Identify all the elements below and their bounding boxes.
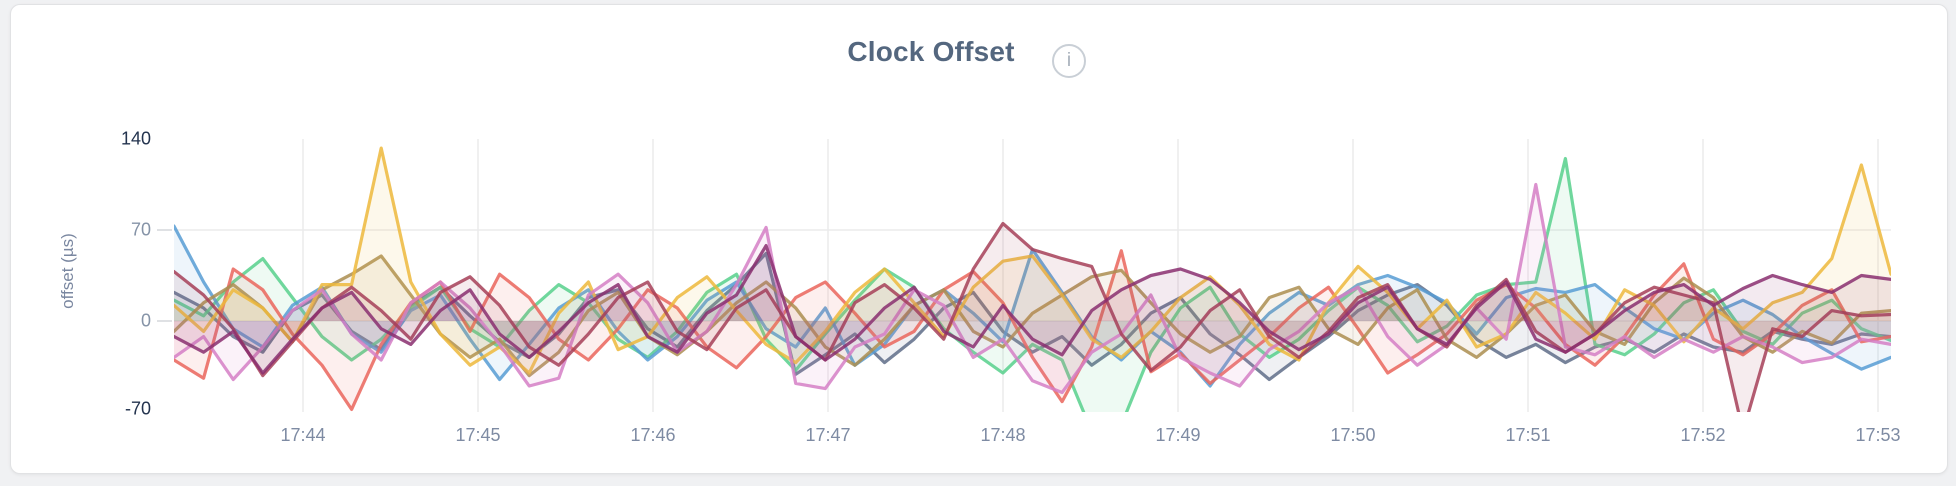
info-icon-glyph: i: [1066, 50, 1072, 71]
x-tick-label: 17:46: [630, 425, 676, 445]
series-line-khaki: [174, 254, 1891, 378]
x-tick-label: 17:44: [280, 425, 326, 445]
series-area-orchid: [174, 184, 1891, 393]
series-line-coral: [174, 249, 1891, 411]
series-line-purple: [174, 244, 1891, 375]
x-tick-label: 17:53: [1855, 425, 1901, 445]
clock-offset-card: Clock Offset i offset (µs) 140 70 0 -70 17:…: [10, 4, 1948, 474]
x-tick-label: 17:45: [455, 425, 501, 445]
y-tick-label: -70: [124, 398, 151, 419]
x-tick-label: 17:51: [1505, 425, 1551, 445]
series-line-orchid: [174, 182, 1891, 395]
info-icon[interactable]: i: [1052, 44, 1086, 78]
x-tick-label: 17:52: [1680, 425, 1726, 445]
series-area-maroon: [174, 223, 1891, 412]
x-tick-label: 17:48: [980, 425, 1026, 445]
clock-offset-chart[interactable]: [11, 5, 1956, 486]
series-area-green: [174, 158, 1891, 412]
y-tick-label: 140: [120, 128, 151, 149]
series-area-blue: [174, 226, 1891, 386]
x-tick-label: 17:47: [805, 425, 851, 445]
series-area-khaki: [174, 256, 1891, 376]
chart-title: Clock Offset: [847, 36, 1015, 67]
series-area-coral: [174, 250, 1891, 410]
x-tick-label: 17:50: [1330, 425, 1376, 445]
y-tick-label: 70: [130, 219, 151, 240]
y-tick-label: 0: [140, 310, 151, 331]
x-tick-label: 17:49: [1155, 425, 1201, 445]
series-line-slate: [174, 251, 1891, 382]
series-group: [174, 146, 1891, 412]
series-line-maroon: [174, 221, 1891, 412]
